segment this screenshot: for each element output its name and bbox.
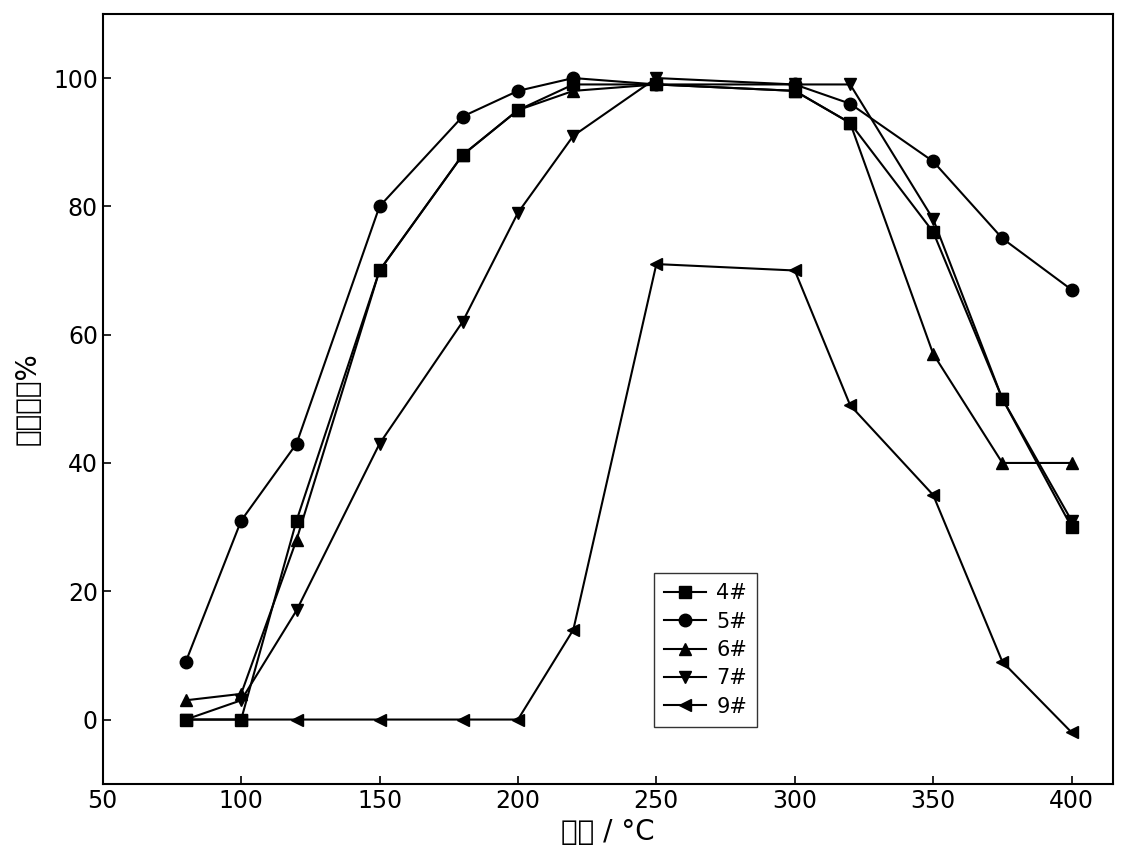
7# xyxy=(843,79,857,89)
5# xyxy=(843,99,857,109)
Line: 7#: 7# xyxy=(179,71,1077,726)
9# xyxy=(995,657,1009,667)
6# xyxy=(995,458,1009,468)
5# xyxy=(290,439,303,449)
4# xyxy=(649,79,663,89)
9# xyxy=(567,624,580,635)
6# xyxy=(649,79,663,89)
4# xyxy=(926,227,940,237)
4# xyxy=(234,715,248,725)
4# xyxy=(512,105,525,115)
6# xyxy=(512,105,525,115)
7# xyxy=(512,207,525,218)
6# xyxy=(455,150,469,160)
6# xyxy=(1065,458,1079,468)
9# xyxy=(843,400,857,410)
7# xyxy=(926,214,940,224)
4# xyxy=(788,86,801,96)
9# xyxy=(455,715,469,725)
7# xyxy=(788,79,801,89)
9# xyxy=(1065,728,1079,738)
6# xyxy=(788,86,801,96)
7# xyxy=(995,394,1009,404)
Line: 4#: 4# xyxy=(179,78,1077,726)
5# xyxy=(455,111,469,121)
Line: 9#: 9# xyxy=(179,258,1077,739)
5# xyxy=(567,73,580,83)
9# xyxy=(788,266,801,276)
5# xyxy=(234,515,248,525)
6# xyxy=(567,86,580,96)
4# xyxy=(290,515,303,525)
4# xyxy=(373,266,387,276)
9# xyxy=(373,715,387,725)
5# xyxy=(512,86,525,96)
Line: 6#: 6# xyxy=(179,78,1077,707)
5# xyxy=(179,657,193,667)
6# xyxy=(290,535,303,545)
7# xyxy=(455,316,469,327)
4# xyxy=(1065,522,1079,532)
4# xyxy=(179,715,193,725)
6# xyxy=(234,689,248,699)
5# xyxy=(649,79,663,89)
6# xyxy=(179,695,193,705)
7# xyxy=(179,715,193,725)
6# xyxy=(926,348,940,359)
9# xyxy=(179,715,193,725)
4# xyxy=(567,79,580,89)
6# xyxy=(373,266,387,276)
9# xyxy=(290,715,303,725)
5# xyxy=(1065,285,1079,295)
5# xyxy=(926,157,940,167)
7# xyxy=(1065,515,1079,525)
9# xyxy=(234,715,248,725)
7# xyxy=(649,73,663,83)
9# xyxy=(649,259,663,269)
9# xyxy=(512,715,525,725)
7# xyxy=(567,131,580,141)
5# xyxy=(373,201,387,212)
7# xyxy=(373,439,387,449)
6# xyxy=(843,118,857,128)
Line: 5#: 5# xyxy=(179,71,1077,668)
5# xyxy=(995,233,1009,243)
4# xyxy=(455,150,469,160)
7# xyxy=(290,605,303,616)
X-axis label: 温度 / °C: 温度 / °C xyxy=(561,818,655,846)
Legend: 4#, 5#, 6#, 7#, 9#: 4#, 5#, 6#, 7#, 9# xyxy=(654,573,757,727)
7# xyxy=(234,695,248,705)
Y-axis label: 转化率／%: 转化率／% xyxy=(14,353,42,445)
4# xyxy=(843,118,857,128)
5# xyxy=(788,79,801,89)
4# xyxy=(995,394,1009,404)
9# xyxy=(926,490,940,501)
